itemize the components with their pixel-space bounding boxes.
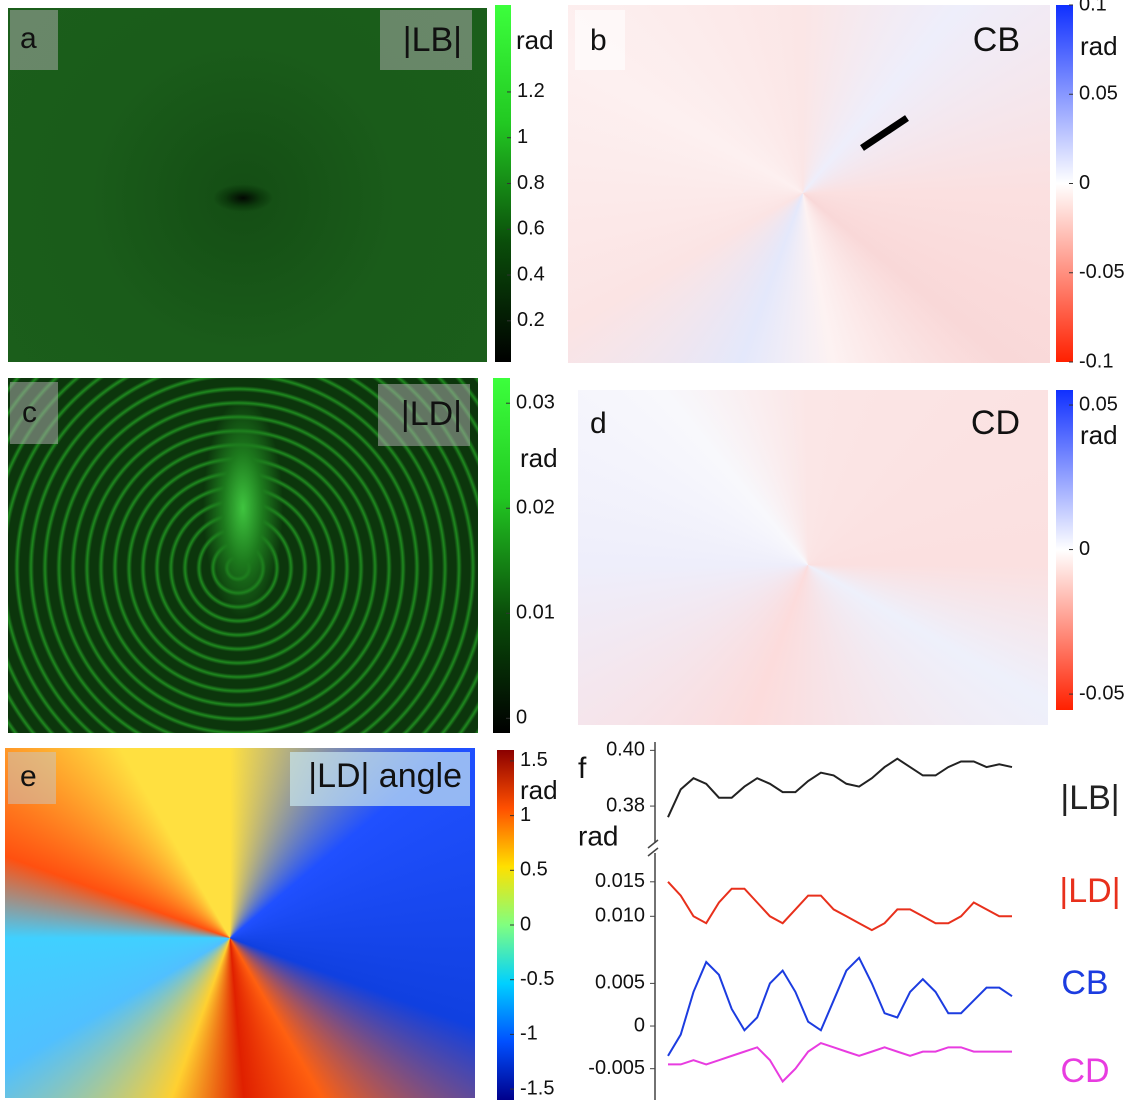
y-tick-label: 0 xyxy=(634,1014,645,1036)
colorbar-tick-label: 1 xyxy=(517,126,528,148)
colorbar-tick-label: -1 xyxy=(520,1023,538,1045)
colorbar-tick-label: 0.5 xyxy=(520,859,548,881)
panel-label: a xyxy=(20,22,37,55)
colorbar-unit: rad xyxy=(520,443,558,473)
colorbar-tick-label: 0.8 xyxy=(517,172,545,194)
trace xyxy=(668,759,1012,818)
colorbar-tick-label: 0.05 xyxy=(1079,393,1118,415)
colorbar-tick-label: 0.03 xyxy=(516,391,555,413)
trace xyxy=(668,1043,1012,1081)
colorbar-tick-label: 0.05 xyxy=(1079,83,1118,105)
overlay: f rad a |LB| rad 0.2 0.4 0.6 0.8 1 1.2 b CB rad -0.1… xyxy=(0,0,1143,1109)
colorbar-tick-label: 0.02 xyxy=(516,497,555,519)
y-tick-label: 0.015 xyxy=(595,870,645,892)
colorbar-tick-label: -1.5 xyxy=(520,1077,554,1099)
colorbar-unit: rad xyxy=(1080,31,1118,61)
panel-label: e xyxy=(20,760,37,793)
panel-title: |LD| xyxy=(401,395,462,433)
axis-break xyxy=(648,840,658,848)
legend-entry: CD xyxy=(1060,1052,1109,1090)
colorbar-tick-label: -0.1 xyxy=(1079,350,1113,372)
panel-label: d xyxy=(590,407,607,440)
profile-marker xyxy=(862,118,907,148)
colorbar-tick-label: 0.6 xyxy=(517,218,545,240)
panel-title: |LD| angle xyxy=(308,757,462,795)
panel-label: c xyxy=(22,396,37,429)
legend-entry: |LD| xyxy=(1059,872,1120,910)
y-tick-label: 0.38 xyxy=(606,794,645,816)
colorbar-tick-label: 0.1 xyxy=(1079,0,1107,15)
colorbar-tick-label: 0 xyxy=(1079,538,1090,560)
colorbar-unit: rad xyxy=(520,775,558,805)
y-tick-label: 0.010 xyxy=(595,905,645,927)
y-tick-label: -0.005 xyxy=(588,1057,645,1079)
panel-title: |LB| xyxy=(403,21,462,59)
legend-entry: CB xyxy=(1061,964,1108,1002)
colorbar-tick-label: 1.5 xyxy=(520,749,548,771)
colorbar-tick-label: 1.2 xyxy=(517,80,545,102)
colorbar-tick-label: 0 xyxy=(520,913,531,935)
colorbar-tick-label: 0.2 xyxy=(517,309,545,331)
colorbar-tick-label: 0 xyxy=(1079,172,1090,194)
panel-title: CD xyxy=(971,404,1020,442)
panel-label: f xyxy=(578,752,587,785)
panel-label: b xyxy=(590,24,607,57)
colorbar-tick-label: -0.05 xyxy=(1079,682,1125,704)
colorbar-unit: rad xyxy=(516,25,554,55)
panel-title: CB xyxy=(973,21,1020,59)
y-tick-label: 0.40 xyxy=(606,739,645,761)
legend-entry: |LB| xyxy=(1060,779,1119,817)
trace xyxy=(668,958,1012,1056)
colorbar-tick-label: 0 xyxy=(516,707,527,729)
colorbar-tick-label: -0.5 xyxy=(520,968,554,990)
y-tick-label: 0.005 xyxy=(595,972,645,994)
colorbar-tick-label: 0.4 xyxy=(517,263,545,285)
trace xyxy=(668,882,1012,930)
figure: f rad a |LB| rad 0.2 0.4 0.6 0.8 1 1.2 b CB rad -0.1… xyxy=(0,0,1143,1109)
colorbar-tick-label: 0.01 xyxy=(516,602,555,624)
colorbar-tick-label: 1 xyxy=(520,804,531,826)
colorbar-unit: rad xyxy=(1080,420,1118,450)
colorbar-tick-label: -0.05 xyxy=(1079,261,1125,283)
axis-break xyxy=(648,848,658,856)
unit-label: rad xyxy=(578,820,618,851)
